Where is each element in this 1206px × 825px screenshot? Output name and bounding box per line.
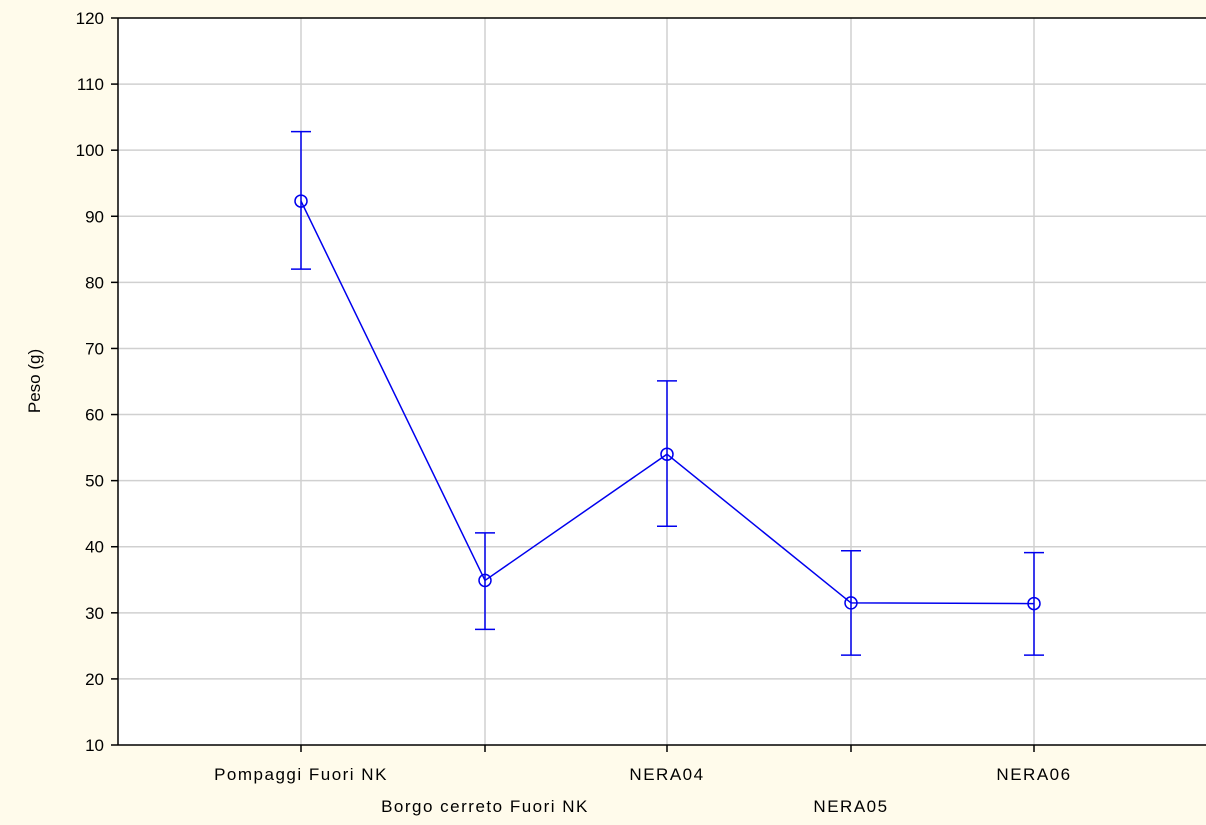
x-tick-label: NERA04 xyxy=(629,765,704,784)
data-point xyxy=(294,194,308,208)
y-tick-label: 120 xyxy=(76,9,104,28)
grid xyxy=(118,18,1206,745)
y-tick-label: 30 xyxy=(85,604,104,623)
x-tick-label: Pompaggi Fuori NK xyxy=(214,765,388,784)
x-tick-label: Borgo cerreto Fuori NK xyxy=(381,797,589,816)
x-tick-label: NERA06 xyxy=(996,765,1071,784)
x-tick-label: NERA05 xyxy=(813,797,888,816)
y-tick-label: 70 xyxy=(85,339,104,358)
y-tick-label: 110 xyxy=(77,75,104,94)
y-ticks: 10 20 30 40 50 60 70 80 90 100 110 120 xyxy=(76,9,118,755)
y-tick-label: 10 xyxy=(85,736,104,755)
y-axis-label: Peso (g) xyxy=(25,349,44,413)
data-point xyxy=(844,596,858,610)
x-ticks: Pompaggi Fuori NK Borgo cerreto Fuori NK N… xyxy=(214,745,1071,816)
y-tick-label: 50 xyxy=(85,472,104,491)
y-tick-label: 90 xyxy=(85,207,104,226)
y-tick-label: 60 xyxy=(85,406,104,425)
axes xyxy=(117,17,1206,746)
y-tick-label: 20 xyxy=(85,670,104,689)
series xyxy=(291,130,1044,656)
data-point xyxy=(478,573,492,588)
y-tick-label: 80 xyxy=(85,273,104,292)
y-tick-label: 40 xyxy=(85,538,104,557)
data-point xyxy=(660,447,674,461)
y-tick-label: 100 xyxy=(76,141,104,160)
data-point xyxy=(1027,596,1041,611)
